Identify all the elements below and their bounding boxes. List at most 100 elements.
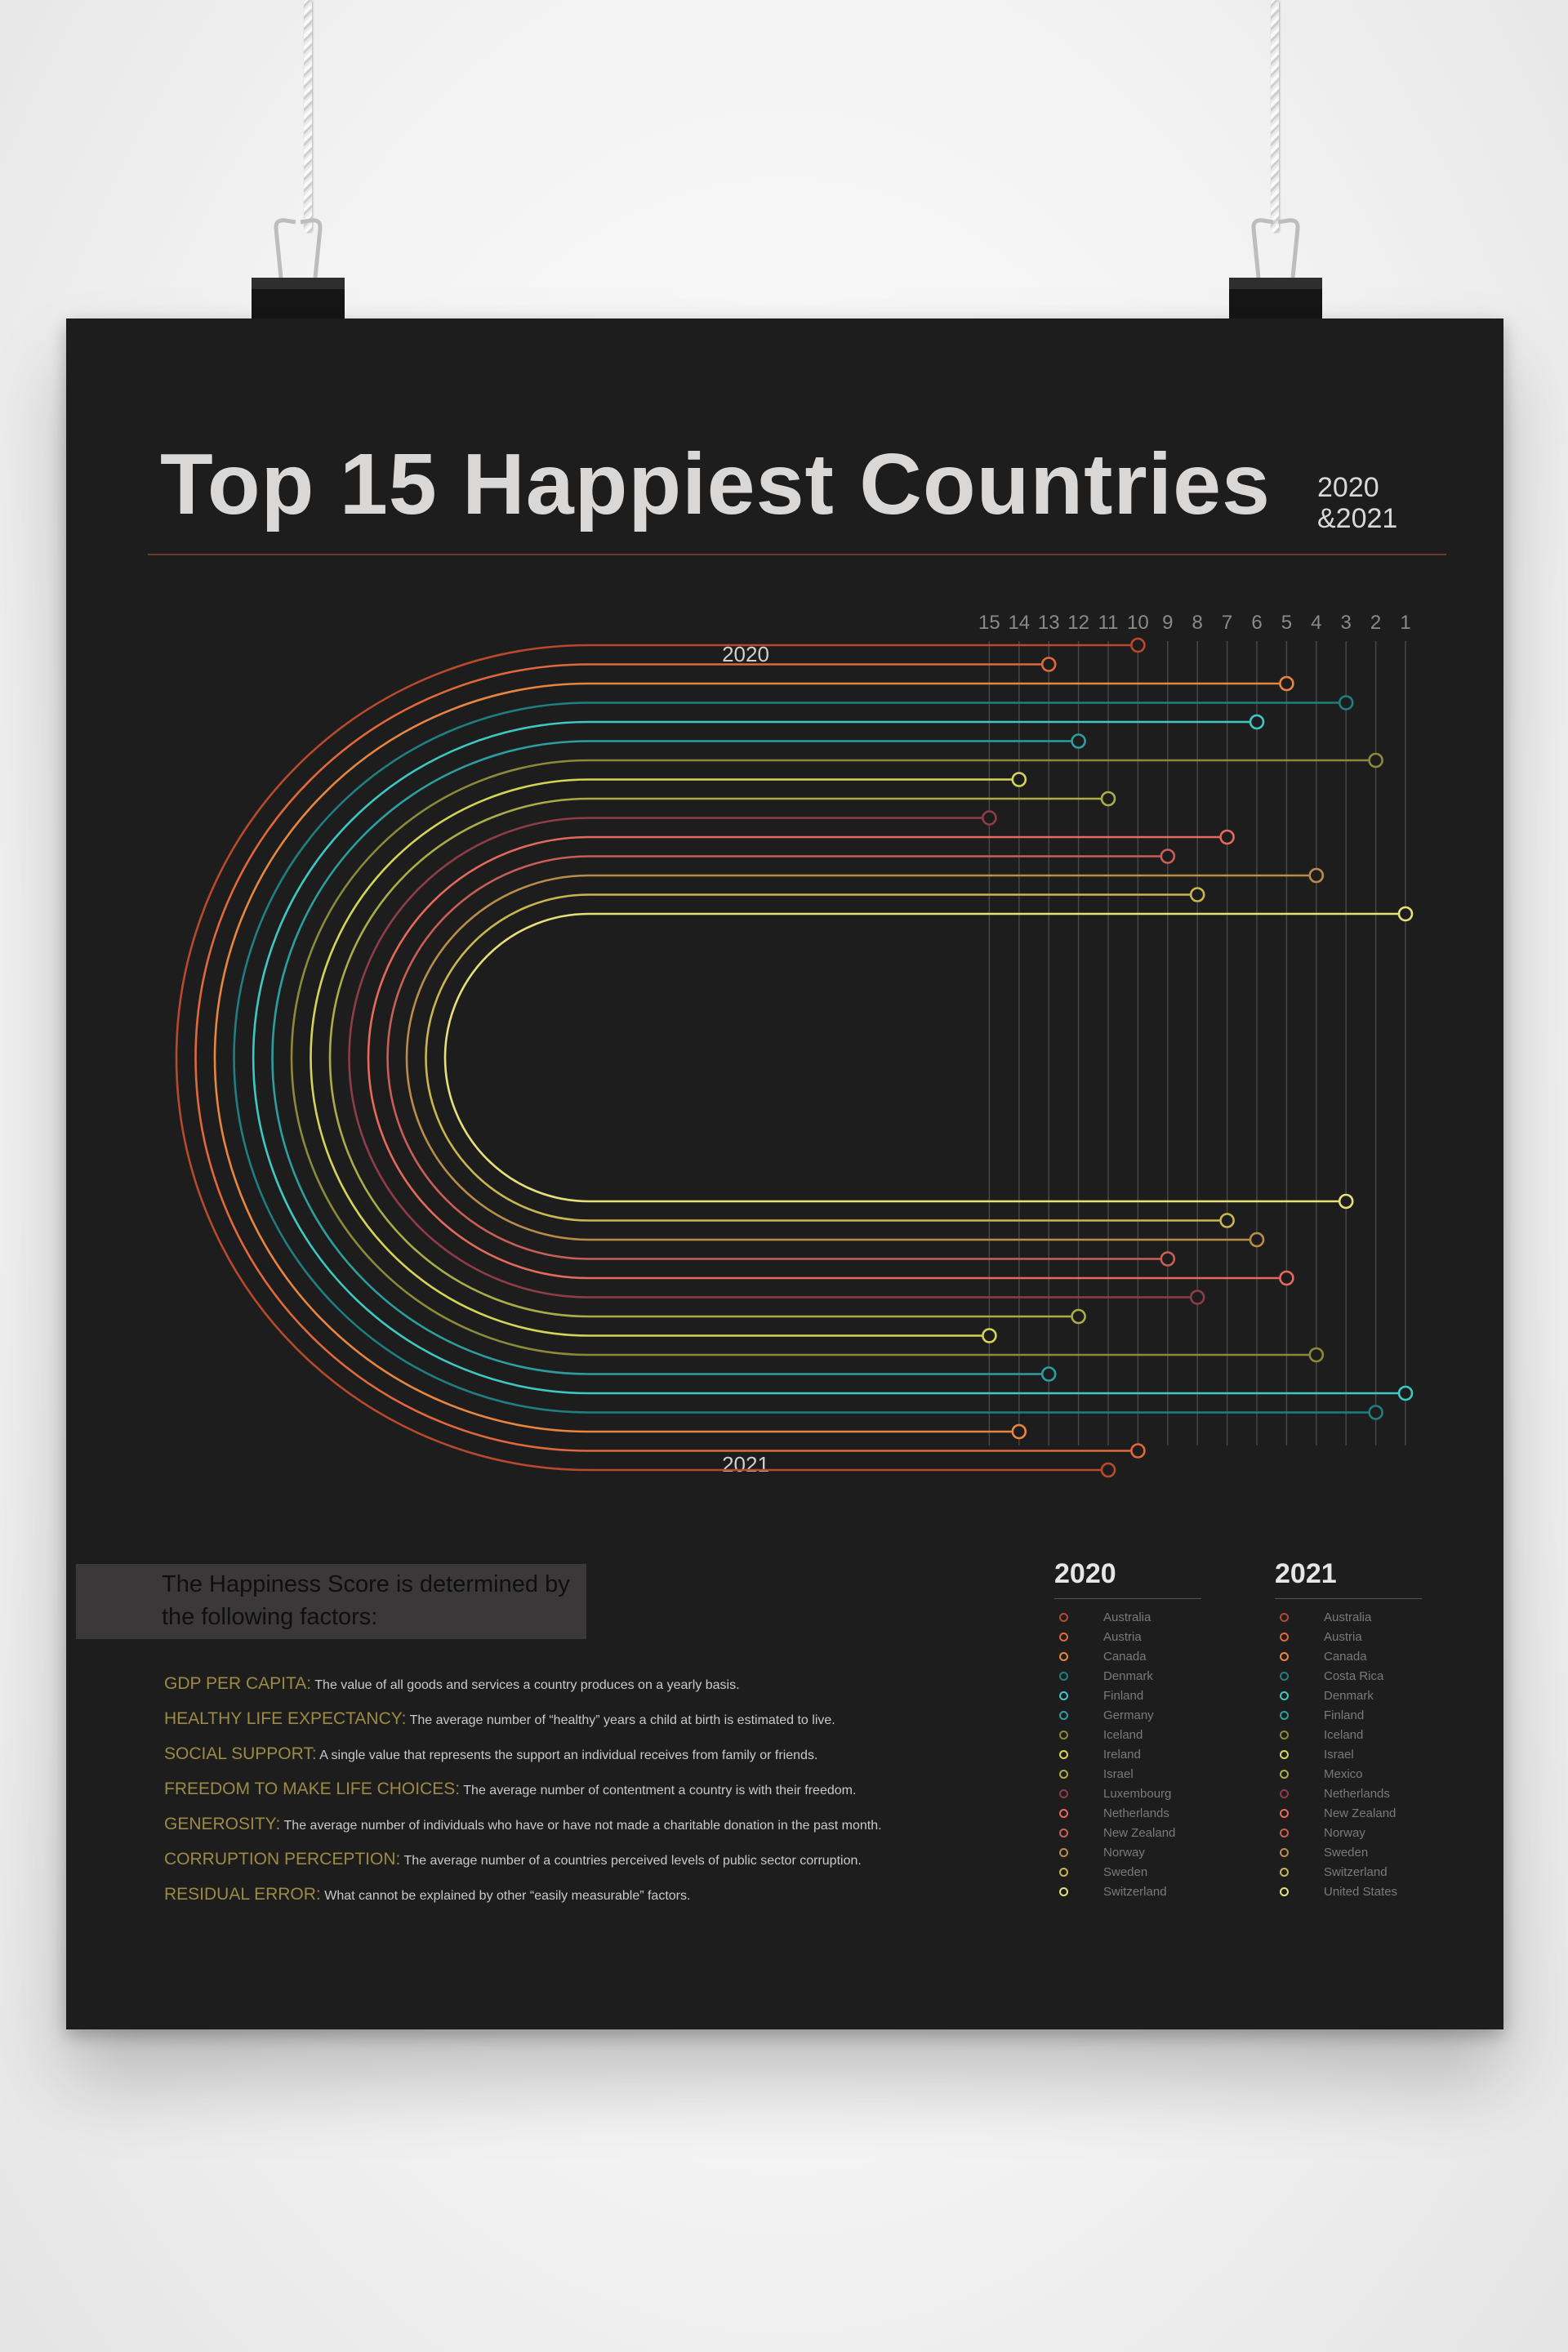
rank-axis-label: 14: [1008, 612, 1030, 634]
legend-label: Switzerland: [1103, 1884, 1167, 1899]
rank-axis-label: 13: [1038, 612, 1060, 634]
info-box-text: The Happiness Score is determined by the…: [162, 1571, 570, 1630]
factor-row: HEALTHY LIFE EXPECTANCY: The average num…: [164, 1701, 1062, 1736]
legend-item: United States: [1275, 1882, 1422, 1901]
legend-item: Norway: [1275, 1823, 1422, 1842]
legend-label: Netherlands: [1324, 1786, 1390, 1801]
legend-label: New Zealand: [1324, 1806, 1396, 1820]
rank-axis-label: 10: [1127, 612, 1149, 634]
legend-marker: [1059, 1808, 1068, 1818]
factor-row: FREEDOM TO MAKE LIFE CHOICES: The averag…: [164, 1771, 1062, 1806]
factor-name: CORRUPTION PERCEPTION:: [164, 1850, 401, 1869]
legend-marker: [1059, 1651, 1068, 1661]
rank-axis-label: 1: [1400, 612, 1410, 634]
track-line: [290, 759, 1369, 1356]
factor-description: The average number of “healthy” years a …: [406, 1713, 835, 1727]
bottom-year-label: 2021: [722, 1452, 769, 1477]
factor-description: A single value that represents the suppo…: [316, 1748, 818, 1762]
factor-name: GENEROSITY:: [164, 1815, 281, 1833]
factor-description: What cannot be explained by other “easil…: [320, 1889, 691, 1903]
legend-marker: [1059, 1867, 1068, 1877]
legend-marker: [1059, 1612, 1068, 1622]
legend-label: Luxembourg: [1103, 1786, 1172, 1801]
legend-item: Switzerland: [1275, 1862, 1422, 1882]
rank-marker-2020: [1397, 906, 1414, 922]
track-line: [175, 644, 1131, 1472]
legend-marker: [1059, 1828, 1068, 1838]
legend-marker: [1280, 1710, 1289, 1720]
rank-marker-2021: [1308, 1347, 1325, 1363]
track-line: [405, 874, 1309, 1241]
rank-axis-label: 4: [1311, 612, 1321, 634]
legend-label: Mexico: [1324, 1766, 1363, 1781]
legend-2020-title: 2020: [1054, 1558, 1116, 1589]
track-line: [213, 682, 1280, 1433]
legend-marker: [1280, 1612, 1289, 1622]
legend-marker: [1280, 1847, 1289, 1857]
legend-marker: [1280, 1769, 1289, 1779]
legend-marker: [1059, 1769, 1068, 1779]
rank-marker-2020: [1368, 752, 1383, 768]
legend-marker: [1059, 1632, 1068, 1642]
legend-item: Norway: [1054, 1842, 1201, 1862]
legend-marker: [1059, 1847, 1068, 1857]
legend-label: Norway: [1103, 1845, 1145, 1860]
factor-description: The average number of contentment a coun…: [460, 1784, 857, 1797]
rank-axis-label: 6: [1251, 612, 1262, 634]
legend-item: Australia: [1054, 1607, 1201, 1627]
legend-marker: [1280, 1828, 1289, 1838]
legend-marker: [1280, 1671, 1289, 1681]
legend-marker: [1280, 1690, 1289, 1700]
legend-label: Iceland: [1103, 1727, 1143, 1742]
rank-marker-2020: [1219, 829, 1235, 845]
factor-row: CORRUPTION PERCEPTION: The average numbe…: [164, 1842, 1062, 1877]
legend-marker: [1059, 1671, 1068, 1681]
legend-item: Canada: [1275, 1646, 1422, 1666]
legend-marker: [1280, 1788, 1289, 1798]
rank-marker-2020: [1308, 867, 1325, 884]
rank-marker-2020: [1249, 714, 1265, 730]
factor-name: SOCIAL SUPPORT:: [164, 1744, 317, 1763]
rank-marker-2020: [1100, 791, 1116, 807]
legend-label: Sweden: [1103, 1864, 1148, 1879]
rank-marker-2020: [1189, 887, 1205, 902]
legend-label: United States: [1324, 1884, 1398, 1899]
track-line: [310, 778, 1012, 1337]
poster: Top 15 Happiest Countries 2020 &2021 15 1…: [66, 318, 1503, 2029]
legend-item: Ireland: [1054, 1744, 1201, 1764]
legend-label: Australia: [1324, 1610, 1372, 1624]
rank-marker-2020: [1130, 637, 1146, 653]
rank-marker-2021: [1368, 1405, 1383, 1420]
legend-item: Australia: [1275, 1607, 1422, 1627]
legend-label: Canada: [1103, 1649, 1147, 1664]
track-line: [367, 835, 1280, 1280]
factor-row: GDP PER CAPITA: The value of all goods a…: [164, 1666, 1062, 1701]
legend-marker: [1059, 1788, 1068, 1798]
rank-axis-label: 7: [1222, 612, 1232, 634]
rank-marker-2020: [1279, 675, 1294, 692]
legend-marker: [1059, 1730, 1068, 1740]
rank-marker-2021: [1249, 1232, 1265, 1248]
rank-marker-2021: [1279, 1270, 1294, 1286]
legend-item: Israel: [1275, 1744, 1422, 1764]
track-line: [194, 663, 1131, 1452]
rank-axis-label: 9: [1162, 612, 1173, 634]
legend-item: Netherlands: [1275, 1784, 1422, 1803]
factor-name: FREEDOM TO MAKE LIFE CHOICES:: [164, 1780, 461, 1798]
legend-2021-title: 2021: [1275, 1558, 1337, 1589]
rank-marker-2021: [1338, 1193, 1354, 1209]
legend-label: Canada: [1324, 1649, 1367, 1664]
legend-label: Iceland: [1324, 1727, 1364, 1742]
track-line: [328, 797, 1101, 1318]
legend-marker: [1280, 1651, 1289, 1661]
factor-name: HEALTHY LIFE EXPECTANCY:: [164, 1709, 407, 1728]
legend-item: New Zealand: [1275, 1803, 1422, 1823]
rank-marker-2021: [1219, 1213, 1235, 1228]
legend-marker: [1280, 1749, 1289, 1759]
factor-row: SOCIAL SUPPORT: A single value that repr…: [164, 1736, 1062, 1771]
factor-description: The average number of a countries percei…: [400, 1854, 862, 1868]
legend-item: Germany: [1054, 1705, 1201, 1725]
legend-marker: [1280, 1867, 1289, 1877]
